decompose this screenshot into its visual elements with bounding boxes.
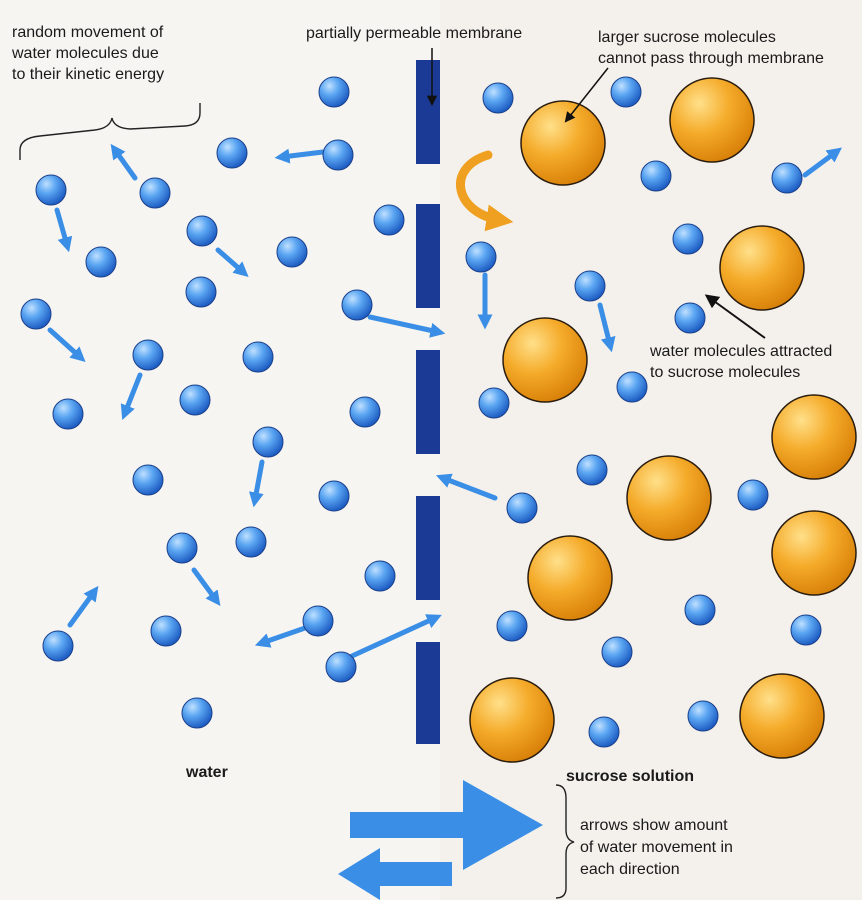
sucrose-label-pointer <box>564 67 609 123</box>
water-molecule <box>322 139 354 171</box>
water-molecule <box>35 174 67 206</box>
sucrose-molecule <box>739 673 825 759</box>
water-molecule <box>166 532 198 564</box>
svg-text:arrows show amount: arrows show amount <box>580 817 728 834</box>
water-molecule <box>302 605 334 637</box>
net-movement-arrows <box>338 780 543 900</box>
water-molecule <box>150 615 182 647</box>
water-molecule <box>242 341 274 373</box>
water-molecule <box>349 396 381 428</box>
sucrose-molecules <box>469 77 857 763</box>
sucrose-molecule <box>469 677 555 763</box>
water-molecule <box>52 398 84 430</box>
sucrose-molecule <box>771 394 857 480</box>
water-movement-arrows <box>47 143 843 659</box>
sucrose-molecule <box>669 77 755 163</box>
sucrose-molecule <box>719 225 805 311</box>
water-molecule <box>318 480 350 512</box>
svg-text:larger sucrose molecules: larger sucrose molecules <box>598 29 776 46</box>
arrows-note-label: arrows show amount of water movement in … <box>580 817 733 878</box>
svg-text:random movement of: random movement of <box>12 24 164 41</box>
small-arrow-left <box>338 848 452 900</box>
water-molecule <box>496 610 528 642</box>
arrows-note-brace <box>555 784 575 899</box>
membrane-label: partially permeable membrane <box>306 25 522 42</box>
water-molecule <box>364 560 396 592</box>
svg-text:water molecules due: water molecules due <box>11 45 159 62</box>
water-molecules <box>20 76 822 748</box>
water-molecule <box>42 630 74 662</box>
sucrose-molecule <box>502 317 588 403</box>
water-molecule <box>216 137 248 169</box>
big-arrow-right <box>350 780 543 870</box>
water-molecule <box>235 526 267 558</box>
sucrose-cannot-pass-label: larger sucrose molecules cannot pass thr… <box>598 29 824 67</box>
water-molecule <box>186 215 218 247</box>
water-molecule <box>139 177 171 209</box>
water-molecule <box>341 289 373 321</box>
water-molecule <box>574 270 606 302</box>
sucrose-molecule <box>626 455 712 541</box>
svg-text:of water movement in: of water movement in <box>580 839 733 856</box>
sucrose-molecule <box>771 510 857 596</box>
water-molecule <box>20 298 52 330</box>
water-molecule <box>672 223 704 255</box>
water-molecule <box>674 302 706 334</box>
water-molecule <box>588 716 620 748</box>
random-movement-label: random movement of water molecules due t… <box>11 24 164 83</box>
water-molecule <box>85 246 117 278</box>
water-molecule <box>465 241 497 273</box>
water-molecule <box>576 454 608 486</box>
water-molecule <box>610 76 642 108</box>
water-side-label: water <box>185 764 228 781</box>
svg-text:to their kinetic energy: to their kinetic energy <box>12 66 164 83</box>
sucrose-bounce-arrow <box>456 150 514 232</box>
attraction-label-pointer <box>704 294 766 339</box>
svg-text:each direction: each direction <box>580 861 680 878</box>
sucrose-molecule <box>520 100 606 186</box>
water-molecule <box>771 162 803 194</box>
water-molecule <box>640 160 672 192</box>
water-molecule <box>737 479 769 511</box>
water-molecule <box>373 204 405 236</box>
water-molecule <box>506 492 538 524</box>
water-molecule <box>252 426 284 458</box>
sucrose-molecule <box>527 535 613 621</box>
water-molecule <box>318 76 350 108</box>
water-molecule <box>185 276 217 308</box>
water-molecule <box>132 339 164 371</box>
water-molecule <box>616 371 648 403</box>
water-molecule <box>478 387 510 419</box>
water-molecule <box>790 614 822 646</box>
water-molecule <box>181 697 213 729</box>
water-molecule <box>276 236 308 268</box>
water-molecule <box>601 636 633 668</box>
random-movement-bracket <box>19 103 201 160</box>
partially-permeable-membrane <box>416 60 440 744</box>
svg-text:to sucrose molecules: to sucrose molecules <box>650 364 800 381</box>
water-molecule <box>325 651 357 683</box>
svg-text:water molecules attracted: water molecules attracted <box>649 343 832 360</box>
water-molecule <box>132 464 164 496</box>
water-molecule <box>482 82 514 114</box>
svg-text:cannot pass through membrane: cannot pass through membrane <box>598 50 824 67</box>
water-molecule <box>687 700 719 732</box>
water-attracted-label: water molecules attracted to sucrose mol… <box>649 343 832 381</box>
water-molecule <box>179 384 211 416</box>
water-molecule <box>684 594 716 626</box>
sucrose-side-label: sucrose solution <box>566 768 694 785</box>
